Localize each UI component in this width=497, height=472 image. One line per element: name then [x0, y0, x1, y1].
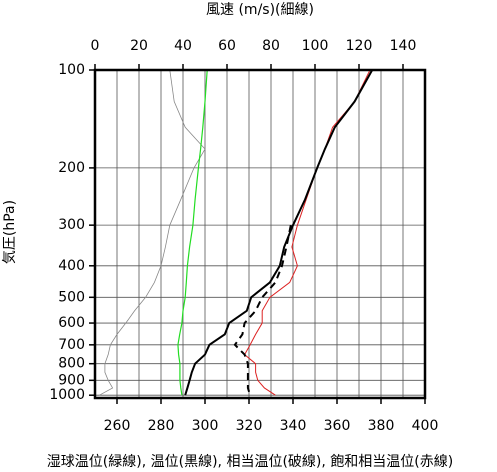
profile-line [184, 69, 374, 396]
y-tick-label: 200 [58, 160, 85, 176]
x2-tick-label: 100 [302, 38, 329, 54]
x2-tick-label: 60 [218, 38, 236, 54]
x-tick-label: 320 [236, 418, 263, 434]
x-tick-label: 340 [280, 418, 307, 434]
x-tick-label: 260 [104, 418, 131, 434]
y-tick-label: 900 [58, 372, 85, 388]
y-tick-label: 100 [58, 62, 85, 78]
x-tick-label: 380 [368, 418, 395, 434]
top-axis-title: 風速 (m/s)(細線) [206, 2, 314, 18]
y-tick-label: 800 [58, 356, 85, 372]
profile-line [177, 69, 208, 396]
profile-line [243, 69, 371, 396]
x-axis-title: 湿球温位(緑線), 温位(黒線), 相当温位(破線), 飽和相当温位(赤線) [47, 453, 453, 470]
profile-line [233, 224, 292, 396]
x2-tick-label: 140 [390, 38, 417, 54]
plot-frame [93, 68, 427, 400]
profile-line [99, 69, 206, 396]
x2-tick-label: 120 [346, 38, 373, 54]
x2-tick-label: 80 [262, 38, 280, 54]
x-tick-label: 360 [324, 418, 351, 434]
y-tick-label: 300 [58, 217, 85, 233]
x2-tick-label: 0 [91, 38, 100, 54]
x2-tick-label: 20 [130, 38, 148, 54]
x-tick-label: 280 [148, 418, 175, 434]
y-tick-label: 700 [58, 337, 85, 353]
x-tick-label: 400 [412, 418, 439, 434]
y-tick-label: 600 [58, 315, 85, 331]
x-tick-label: 300 [192, 418, 219, 434]
x2-tick-label: 40 [174, 38, 192, 54]
y-tick-label: 400 [58, 258, 85, 274]
y-axis-title: 気圧(hPa) [2, 200, 18, 264]
y-tick-label: 500 [58, 289, 85, 305]
y-tick-label: 1000 [49, 387, 85, 403]
